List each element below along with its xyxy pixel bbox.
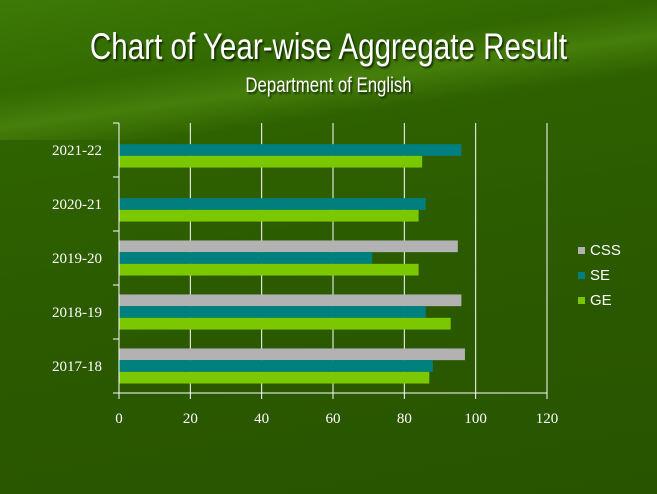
bar-ge (119, 155, 423, 168)
bar-se (119, 360, 433, 372)
background-highlight (0, 0, 657, 140)
x-tick-label: 80 (397, 411, 412, 427)
y-tick-label: 2019-20 (52, 251, 102, 267)
bar-css (119, 240, 458, 253)
legend-label-ge: GE (590, 292, 612, 309)
bar-se (119, 252, 373, 264)
legend-swatch-ge (578, 297, 585, 304)
bar-ge (119, 209, 419, 222)
legend-label-se: SE (590, 267, 610, 284)
x-tick-label: 20 (183, 411, 198, 427)
legend-swatch-se (578, 272, 585, 279)
x-tick-label: 120 (536, 411, 559, 427)
x-tick-label: 60 (326, 411, 341, 427)
y-tick-label: 2020-21 (52, 197, 102, 213)
x-tick-label: 40 (254, 411, 269, 427)
chart-subtitle: Department of English (245, 74, 412, 97)
bar-css (119, 294, 462, 307)
legend-label-css: CSS (590, 242, 621, 259)
x-tick-label: 0 (115, 411, 123, 427)
x-tick-label: 100 (464, 411, 487, 427)
y-tick-label: 2021-22 (52, 143, 102, 159)
bar-ge (119, 263, 419, 276)
y-tick-label: 2017-18 (52, 359, 102, 375)
bar-se (119, 198, 426, 210)
bar-ge (119, 317, 451, 330)
bar-se (119, 144, 462, 156)
bar-ge (119, 371, 430, 384)
bar-se (119, 306, 426, 318)
legend-swatch-css (578, 247, 585, 254)
chart-title: Chart of Year-wise Aggregate Result (89, 26, 568, 67)
y-tick-label: 2018-19 (52, 305, 102, 321)
bar-css (119, 348, 465, 361)
